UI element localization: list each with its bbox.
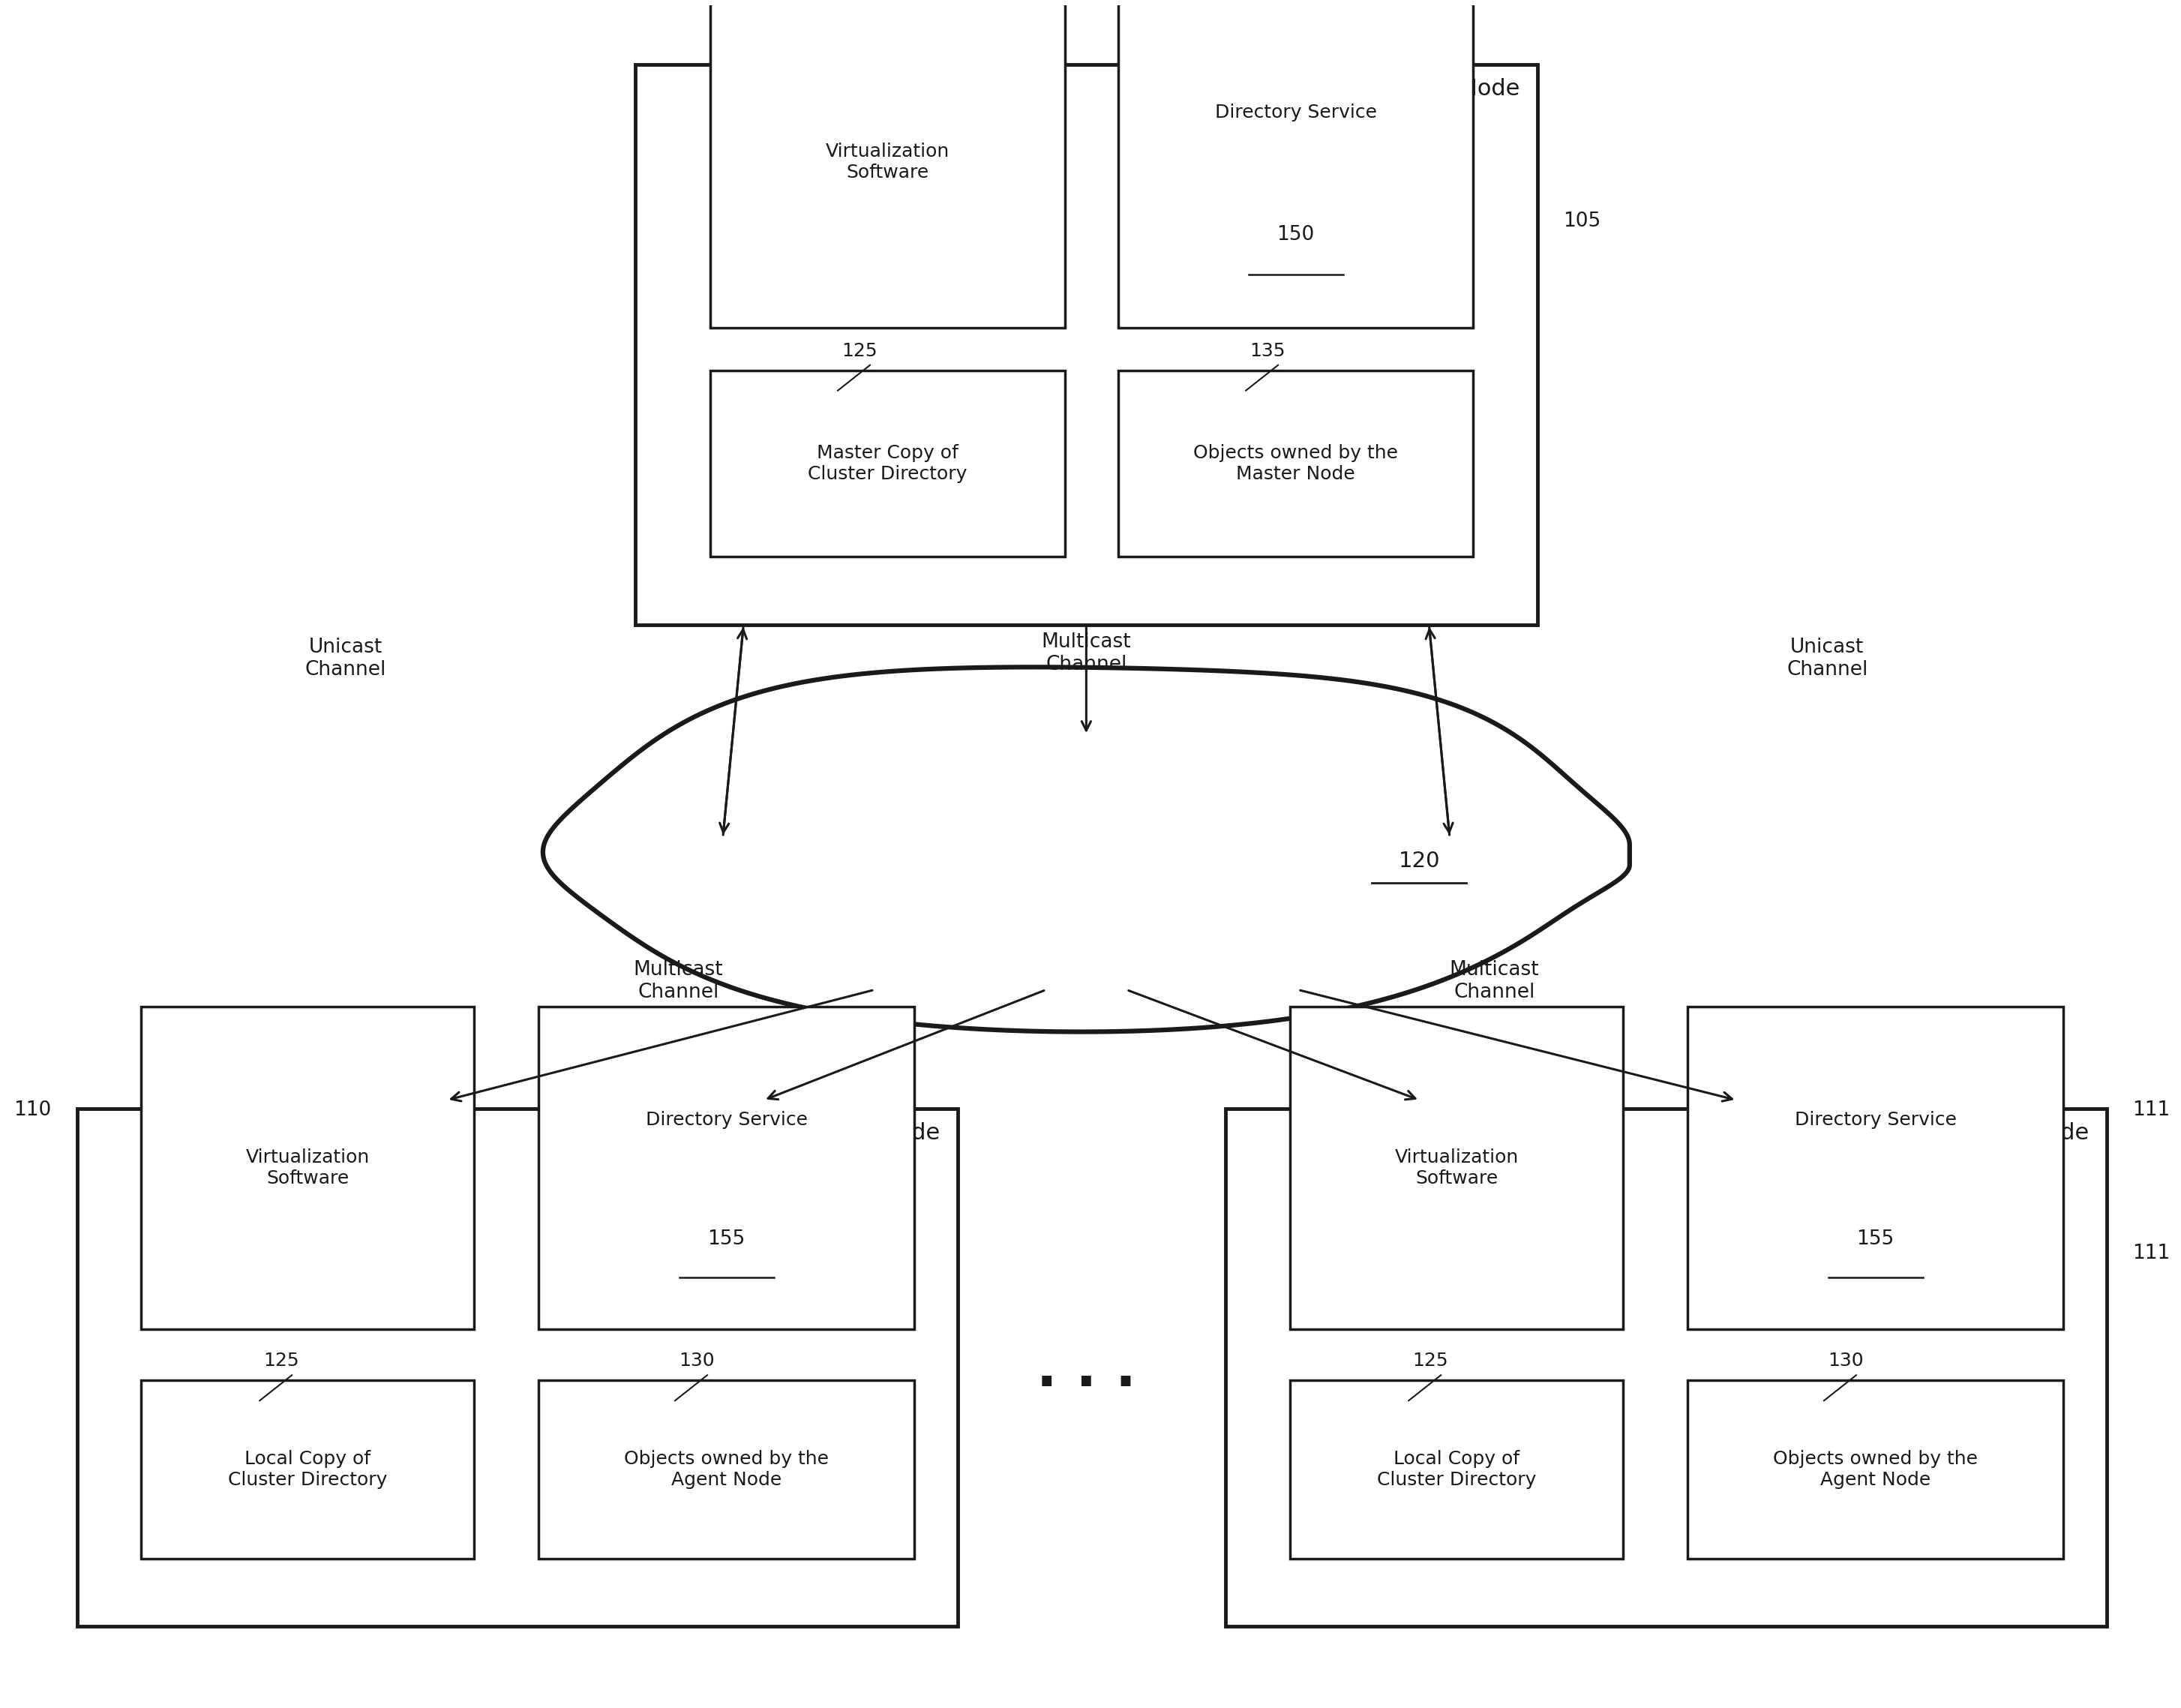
Bar <box>1688 1006 2063 1329</box>
Text: . . .: . . . <box>1036 1346 1136 1397</box>
Text: Virtualization
Software: Virtualization Software <box>1396 1148 1518 1187</box>
Bar <box>1688 1380 2063 1558</box>
Bar <box>711 0 1064 328</box>
Text: Directory Service: Directory Service <box>1215 104 1376 121</box>
Text: 125: 125 <box>1413 1353 1448 1370</box>
Text: 110: 110 <box>13 1100 50 1120</box>
Text: Unicast
Channel: Unicast Channel <box>305 637 386 680</box>
Text: Objects owned by the
Agent Node: Objects owned by the Agent Node <box>624 1450 829 1489</box>
Text: Unicast
Channel: Unicast Channel <box>1786 637 1867 680</box>
Bar <box>635 65 1538 625</box>
Bar <box>1291 1006 1623 1329</box>
Bar <box>1119 371 1472 557</box>
Text: 120: 120 <box>1398 851 1439 871</box>
Text: 135: 135 <box>1250 342 1285 360</box>
Polygon shape <box>543 668 1629 1032</box>
Bar <box>711 371 1064 557</box>
Bar <box>539 1380 914 1558</box>
Bar <box>539 1006 914 1329</box>
Text: 150: 150 <box>1276 225 1315 244</box>
Text: Virtualization
Software: Virtualization Software <box>246 1148 371 1187</box>
Text: 115: 115 <box>257 1155 292 1173</box>
Text: Directory Service: Directory Service <box>646 1110 807 1129</box>
Bar <box>1226 1108 2107 1626</box>
Bar <box>1291 1380 1623 1558</box>
Text: 111: 111 <box>2133 1100 2170 1120</box>
Text: Multicast
Channel: Multicast Channel <box>1450 960 1540 1003</box>
Text: Multicast
Channel: Multicast Channel <box>632 960 724 1003</box>
Text: 155: 155 <box>1856 1230 1895 1249</box>
Text: 155: 155 <box>707 1230 746 1249</box>
Text: Virtualization
Software: Virtualization Software <box>827 143 949 181</box>
Text: Agent Node: Agent Node <box>1954 1122 2089 1144</box>
Bar <box>142 1006 473 1329</box>
Text: 130: 130 <box>1828 1353 1863 1370</box>
Text: 115: 115 <box>1407 1155 1442 1173</box>
Bar <box>76 1108 957 1626</box>
Text: 105: 105 <box>1564 212 1601 231</box>
Text: Objects owned by the
Master Node: Objects owned by the Master Node <box>1193 444 1398 483</box>
Text: 125: 125 <box>842 342 877 360</box>
Bar <box>142 1380 473 1558</box>
Text: Local Copy of
Cluster Directory: Local Copy of Cluster Directory <box>1376 1450 1535 1489</box>
Text: Master Node: Master Node <box>1374 79 1520 101</box>
Text: Objects owned by the
Agent Node: Objects owned by the Agent Node <box>1773 1450 1978 1489</box>
Text: Local Copy of
Cluster Directory: Local Copy of Cluster Directory <box>229 1450 388 1489</box>
Text: 130: 130 <box>678 1353 715 1370</box>
Text: 115: 115 <box>829 120 866 137</box>
Text: Master Copy of
Cluster Directory: Master Copy of Cluster Directory <box>807 444 966 483</box>
Text: Agent Node: Agent Node <box>805 1122 940 1144</box>
Text: Directory Service: Directory Service <box>1795 1110 1956 1129</box>
Text: 125: 125 <box>264 1353 299 1370</box>
Bar <box>1119 0 1472 328</box>
Text: Multicast
Channel: Multicast Channel <box>1040 632 1132 675</box>
Text: 111: 111 <box>2133 1243 2170 1264</box>
